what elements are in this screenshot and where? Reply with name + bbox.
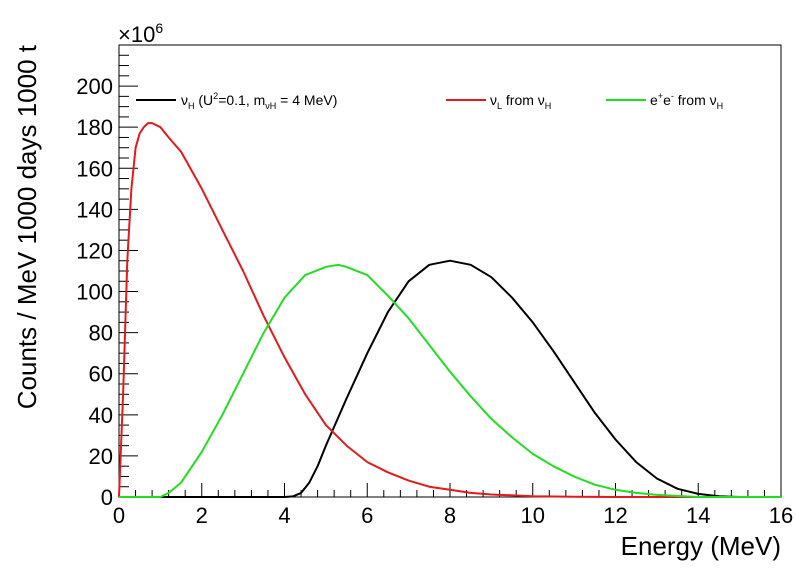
legend-text-part: H [717,101,724,111]
legend-text-part: ν [490,92,497,108]
legend-text-part: - [671,91,674,101]
legend-label-2: e+​e-​ from νH​ [650,91,723,111]
x-tick-label: 12 [603,503,627,528]
legend-text-part: H [188,101,195,111]
legend-text-part: L [497,101,502,111]
x-tick-label: 8 [444,503,456,528]
y-tick-label: 80 [89,321,113,346]
y-axis-title: Counts / MeV 1000 days 1000 t [12,44,42,409]
legend-text-part: e [663,92,671,108]
y-tick-label: 200 [76,74,113,99]
y-tick-label: 0 [101,485,113,510]
y-tick-label: 20 [89,444,113,469]
y-tick-label: 60 [89,362,113,387]
series-line-2 [119,263,781,498]
legend-text-part: (U [195,92,214,108]
y-tick-label: 160 [76,156,113,181]
y-tick-label: 120 [76,238,113,263]
y-tick-label: 140 [76,197,113,222]
y-tick-label: 100 [76,280,113,305]
x-tick-label: 2 [196,503,208,528]
y-multiplier-label: ×106 [118,20,163,47]
y-tick-label: 180 [76,115,113,140]
x-tick-label: 10 [521,503,545,528]
legend-label-0: νH​ (U2​=0.1, mνH​ = 4 MeV) [181,91,337,111]
x-tick-label: 6 [361,503,373,528]
x-tick-label: 16 [769,503,793,528]
legend-text-part: from ν [502,92,545,108]
x-tick-label: 4 [278,503,290,528]
x-tick-label: 0 [113,503,125,528]
x-tick-label: 14 [686,503,710,528]
legend-text-part: e [650,92,658,108]
legend-text-part: + [658,91,663,101]
legend-text-part: H [545,101,552,111]
series-layer [118,122,781,498]
legend-text-part: = 4 MeV) [276,92,337,108]
legend-text-part: from ν [674,92,717,108]
legend: νH​ (U2​=0.1, mνH​ = 4 MeV)νL​ from νH​e… [136,91,723,111]
legend-text-part: 2 [213,91,218,101]
x-axis-title: Energy (MeV) [621,531,781,561]
legend-text-part: ν [181,92,188,108]
y-tick-label: 40 [89,403,113,428]
legend-text-part: νH [265,101,276,111]
series-line-0 [119,259,781,498]
legend-label-1: νL​ from νH​ [490,92,551,111]
legend-text-part: =0.1, m [218,92,265,108]
series-line-1 [118,122,781,498]
